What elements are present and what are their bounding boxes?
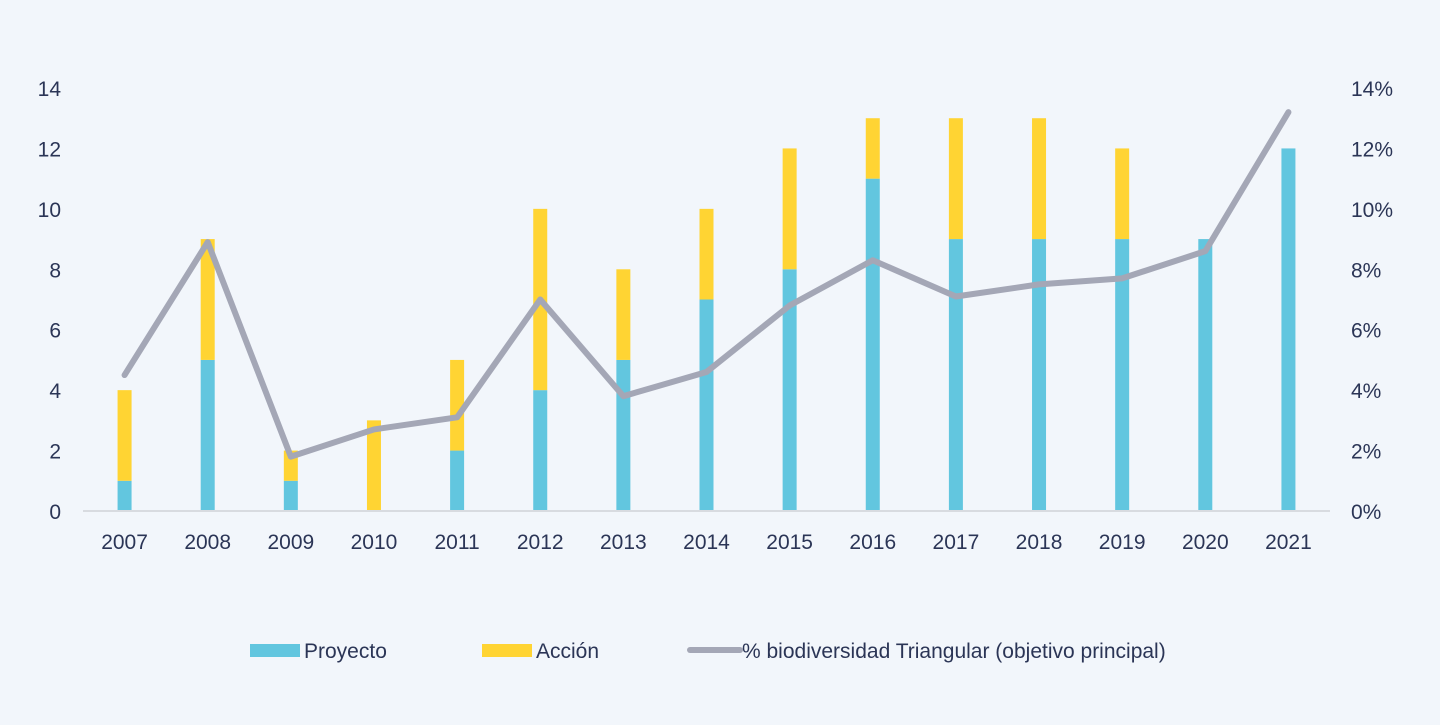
y2-tick-label: 4%	[1351, 380, 1381, 403]
y-tick-label: 2	[49, 441, 61, 464]
bar-proyecto-2021	[1281, 148, 1295, 511]
y2-tick-label: 10%	[1351, 199, 1393, 222]
bar-acci-n-2019	[1115, 148, 1129, 239]
legend-swatch	[250, 644, 300, 657]
bar-acci-n-2017	[949, 118, 963, 239]
legend-label: Proyecto	[304, 640, 387, 663]
x-tick-label: 2017	[933, 531, 980, 554]
y-tick-label: 4	[49, 380, 61, 403]
bar-proyecto-2016	[866, 179, 880, 511]
bar-acci-n-2018	[1032, 118, 1046, 239]
bar-proyecto-2009	[284, 481, 298, 511]
y2-tick-label: 8%	[1351, 259, 1381, 282]
y2-tick-label: 0%	[1351, 501, 1381, 524]
bar-acci-n-2016	[866, 118, 880, 178]
bars	[118, 118, 1296, 511]
bar-proyecto-2017	[949, 239, 963, 511]
bar-proyecto-2011	[450, 451, 464, 511]
y2-tick-label: 6%	[1351, 320, 1381, 343]
legend: Proyecto Acción % biodiversidad Triangular…	[250, 640, 1166, 663]
x-tick-label: 2015	[766, 531, 813, 554]
x-tick-label: 2009	[267, 531, 314, 554]
x-tick-label: 2021	[1265, 531, 1312, 554]
y-tick-label: 6	[49, 320, 61, 343]
bar-proyecto-2008	[201, 360, 215, 511]
x-tick-label: 2008	[184, 531, 231, 554]
bar-acci-n-2014	[700, 209, 714, 300]
x-tick-label: 2012	[517, 531, 564, 554]
y-tick-label: 14	[38, 78, 62, 101]
x-tick-label: 2007	[101, 531, 148, 554]
y-tick-label: 12	[38, 138, 61, 161]
bar-acci-n-2013	[616, 269, 630, 360]
legend-label: % biodiversidad Triangular (objetivo pri…	[742, 640, 1166, 663]
x-tick-label: 2011	[435, 531, 480, 554]
y-tick-label: 0	[49, 501, 61, 524]
x-tick-label: 2019	[1099, 531, 1146, 554]
legend-label: Acción	[536, 640, 599, 663]
x-tick-label: 2018	[1016, 531, 1063, 554]
x-tick-label: 2014	[683, 531, 730, 554]
x-tick-label: 2013	[600, 531, 647, 554]
bar-proyecto-2012	[533, 390, 547, 511]
x-tick-label: 2010	[351, 531, 398, 554]
x-tick-label: 2020	[1182, 531, 1229, 554]
y2-tick-label: 2%	[1351, 441, 1381, 464]
bar-proyecto-2018	[1032, 239, 1046, 511]
y-axis-left: 0 2 4 6 8 10 12 14	[38, 78, 62, 524]
y-axis-right: 0% 2% 4% 6% 8% 10% 12% 14%	[1351, 78, 1393, 524]
bar-proyecto-2014	[700, 300, 714, 512]
y-tick-label: 8	[49, 259, 61, 282]
bar-acci-n-2007	[118, 390, 132, 481]
x-axis: 2007 2008 2009 2010 2011 2012 2013 2014 2015 2016…	[101, 531, 1312, 554]
y2-tick-label: 14%	[1351, 78, 1393, 101]
bar-proyecto-2007	[118, 481, 132, 511]
y2-tick-label: 12%	[1351, 138, 1393, 161]
bar-proyecto-2013	[616, 360, 630, 511]
legend-swatch	[482, 644, 532, 657]
bar-acci-n-2015	[783, 148, 797, 269]
y-tick-label: 10	[38, 199, 61, 222]
x-tick-label: 2016	[849, 531, 896, 554]
bar-proyecto-2020	[1198, 239, 1212, 511]
